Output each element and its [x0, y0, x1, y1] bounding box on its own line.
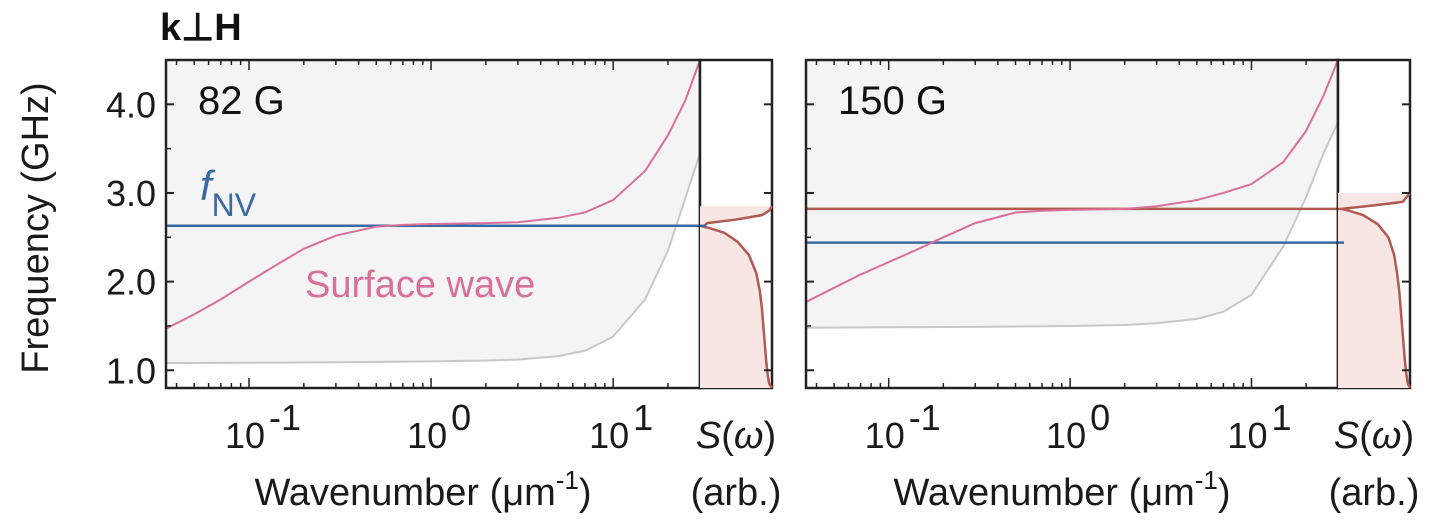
x-axis-label-exponent: -1	[1195, 465, 1218, 495]
y-tick-label: 2.0	[106, 262, 156, 303]
spectrum-label-open: (	[721, 415, 734, 457]
spectrum-line	[701, 205, 774, 389]
spectrum-line	[1341, 192, 1412, 389]
fnv-label: fNV	[200, 162, 257, 223]
x-tick-label: 10	[589, 415, 629, 456]
y-tick-label: 4.0	[106, 84, 156, 125]
x-tick-exponent: 1	[1271, 397, 1291, 438]
x-tick-exponent: 0	[1090, 397, 1110, 438]
surface-wave-line	[165, 59, 701, 330]
spectrum-label-omega: ω	[734, 415, 764, 457]
spectrum-unit-label: (arb.)	[691, 472, 782, 514]
y-tick-label: 3.0	[106, 173, 156, 214]
spectrum-unit-label: (arb.)	[1329, 472, 1420, 514]
x-axis-label-exponent: -1	[556, 465, 579, 495]
x-axis-label-close: )	[1218, 472, 1231, 514]
x-tick-exponent: 1	[633, 397, 653, 438]
y-tick-label: 1.0	[106, 350, 156, 391]
x-tick-exponent: -1	[909, 397, 941, 438]
bulk-edge-line	[805, 121, 1339, 329]
surface-wave-line	[805, 59, 1339, 303]
spectrum-label-close: )	[763, 415, 776, 457]
spectrum-axis-label: S(ω)	[696, 415, 776, 457]
x-tick-label: 10	[865, 415, 905, 456]
x-tick-exponent: -1	[269, 397, 301, 438]
spectrum-label-s: S	[696, 415, 721, 457]
spectrum-fill	[700, 206, 772, 388]
spectrum-label-omega: ω	[1372, 415, 1402, 457]
x-tick-exponent: 0	[451, 397, 471, 438]
x-tick-label: 10	[225, 415, 265, 456]
spectrum-label-s: S	[1334, 415, 1359, 457]
fnv-sub: NV	[212, 187, 257, 223]
x-tick-label: 10	[407, 415, 447, 456]
y-axis-label-text: Frequency (GHz)	[15, 82, 57, 373]
x-axis-label: Wavenumber (μm-1)	[893, 465, 1230, 514]
spectrum-label-close: )	[1401, 415, 1414, 457]
x-tick-label: 10	[1227, 415, 1267, 456]
field-label: 150 G	[838, 79, 947, 123]
x-tick-label: 10	[1046, 415, 1086, 456]
manifold-shade	[166, 60, 700, 364]
surface-wave-label: Surface wave	[305, 264, 535, 306]
spectrum-axis-label: S(ω)	[1334, 415, 1414, 457]
spectrum-fill	[1338, 192, 1410, 388]
field-label: 82 G	[198, 79, 285, 123]
y-axis-label: Frequency (GHz)	[15, 82, 57, 373]
spectrum-label-open: (	[1359, 415, 1372, 457]
x-axis-label: Wavenumber (μm-1)	[254, 465, 591, 514]
figure-title: k⊥H	[160, 7, 242, 49]
x-axis-label-close: )	[579, 472, 592, 514]
bulk-edge-line	[165, 152, 701, 365]
manifold-shade	[806, 60, 1338, 328]
